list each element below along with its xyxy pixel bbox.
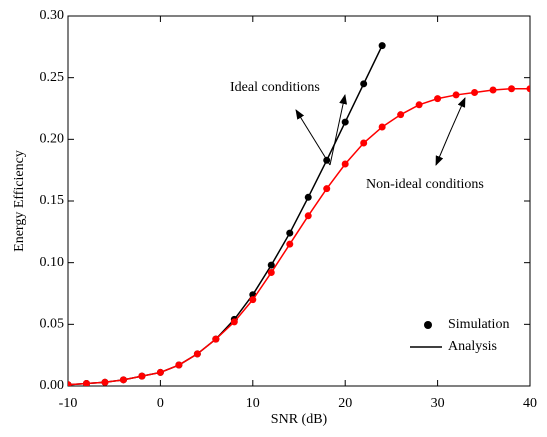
x-tick-label: -10 (59, 396, 78, 411)
data-point (378, 42, 386, 50)
y-tick-label: 0.00 (40, 378, 65, 393)
x-tick-label: 30 (431, 396, 445, 411)
data-point (434, 95, 442, 103)
annotation: Ideal conditions (230, 80, 320, 95)
data-point (397, 111, 405, 119)
data-point (119, 376, 127, 384)
x-tick-label: 20 (338, 396, 352, 411)
data-point (193, 350, 201, 358)
series-line (68, 45, 383, 386)
data-point (323, 185, 331, 193)
annotation-arrow (329, 94, 348, 166)
data-point (267, 269, 275, 277)
data-point (267, 261, 275, 269)
data-point (175, 361, 183, 369)
legend-label: Analysis (448, 339, 497, 354)
y-tick-label: 0.05 (40, 317, 65, 332)
data-point (212, 335, 220, 343)
annotation-arrow (295, 109, 331, 166)
data-point (304, 212, 312, 220)
x-tick-label: 40 (523, 396, 537, 411)
y-tick-label: 0.30 (40, 8, 65, 23)
data-point (341, 118, 349, 126)
x-tick-label: 10 (246, 396, 260, 411)
data-point (526, 85, 530, 93)
plot-area (68, 42, 530, 386)
y-tick-label: 0.20 (40, 132, 65, 147)
data-point (471, 88, 479, 96)
data-point (341, 160, 349, 168)
data-point (415, 101, 423, 109)
data-point (68, 381, 72, 386)
y-tick-label: 0.10 (40, 255, 65, 270)
data-point (323, 156, 331, 164)
legend-marker (424, 321, 432, 329)
data-point (508, 85, 516, 93)
data-point (249, 296, 257, 304)
annotation: Non-ideal conditions (366, 177, 484, 192)
data-point (378, 123, 386, 131)
data-point (138, 372, 146, 380)
y-axis-label: Energy Efficiency (12, 150, 27, 252)
data-point (230, 318, 238, 326)
data-point (360, 139, 368, 147)
y-tick-label: 0.25 (40, 70, 65, 85)
data-point (286, 240, 294, 248)
data-point (156, 368, 164, 376)
data-point (101, 378, 109, 386)
x-tick-label: 0 (157, 396, 164, 411)
legend-label: Simulation (448, 317, 509, 332)
data-point (360, 80, 368, 88)
data-point (489, 86, 497, 94)
data-point (452, 91, 460, 99)
annotation-arrow (435, 131, 451, 166)
y-tick-label: 0.15 (40, 193, 65, 208)
annotation-arrow (449, 97, 466, 133)
data-point (82, 380, 90, 386)
x-axis-label: SNR (dB) (271, 412, 328, 427)
data-point (286, 229, 294, 237)
data-point (304, 193, 312, 201)
